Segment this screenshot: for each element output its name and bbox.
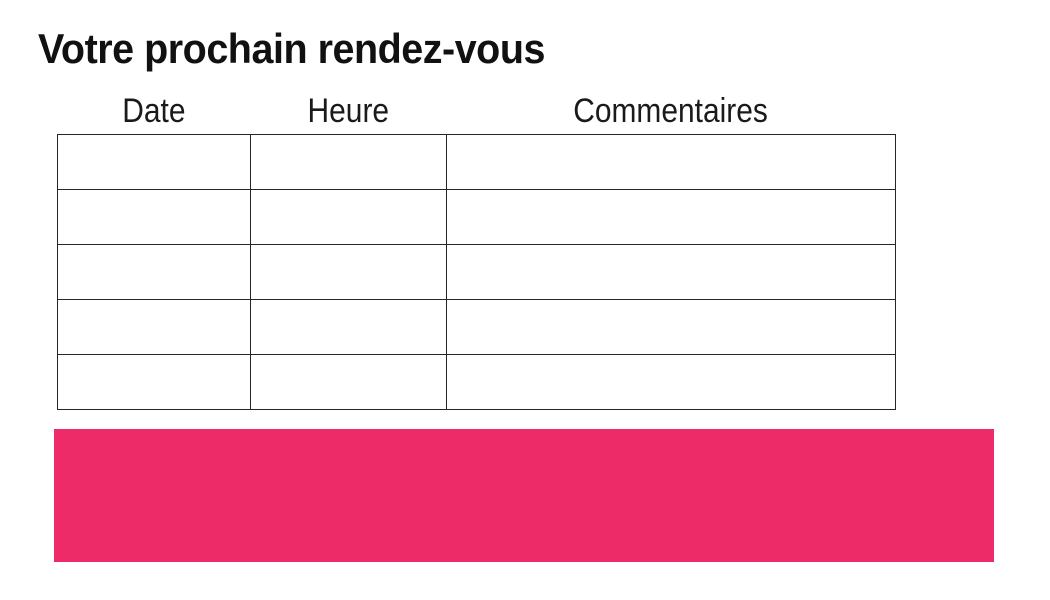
table-cell (57, 189, 251, 245)
table-column-headers: Date Heure Commentaires (57, 94, 895, 134)
table-cell (446, 299, 896, 355)
table-cell (250, 134, 447, 190)
table-cell (250, 244, 447, 300)
table-row (57, 134, 896, 190)
table-cell (250, 299, 447, 355)
table-row (57, 189, 896, 245)
column-header-commentaires: Commentaires (446, 94, 895, 128)
table-cell (446, 134, 896, 190)
table-cell (57, 134, 251, 190)
table-cell (57, 354, 251, 410)
table-row (57, 244, 896, 300)
column-header-date: Date (57, 94, 250, 128)
column-header-date-label: Date (121, 92, 186, 130)
table-cell (446, 244, 896, 300)
page-title: Votre prochain rendez-vous (38, 25, 545, 72)
table-cell (250, 189, 447, 245)
column-header-commentaires-label: Commentaires (573, 92, 768, 130)
table-cell (446, 354, 896, 410)
appointments-table (57, 134, 896, 410)
table-cell (57, 299, 251, 355)
column-header-heure-label: Heure (307, 92, 389, 130)
accent-bar (54, 429, 994, 562)
table-cell (250, 354, 447, 410)
appointments-table-body (57, 134, 896, 410)
table-row (57, 354, 896, 410)
table-row (57, 299, 896, 355)
table-cell (57, 244, 251, 300)
table-cell (446, 189, 896, 245)
column-header-heure: Heure (250, 94, 446, 128)
